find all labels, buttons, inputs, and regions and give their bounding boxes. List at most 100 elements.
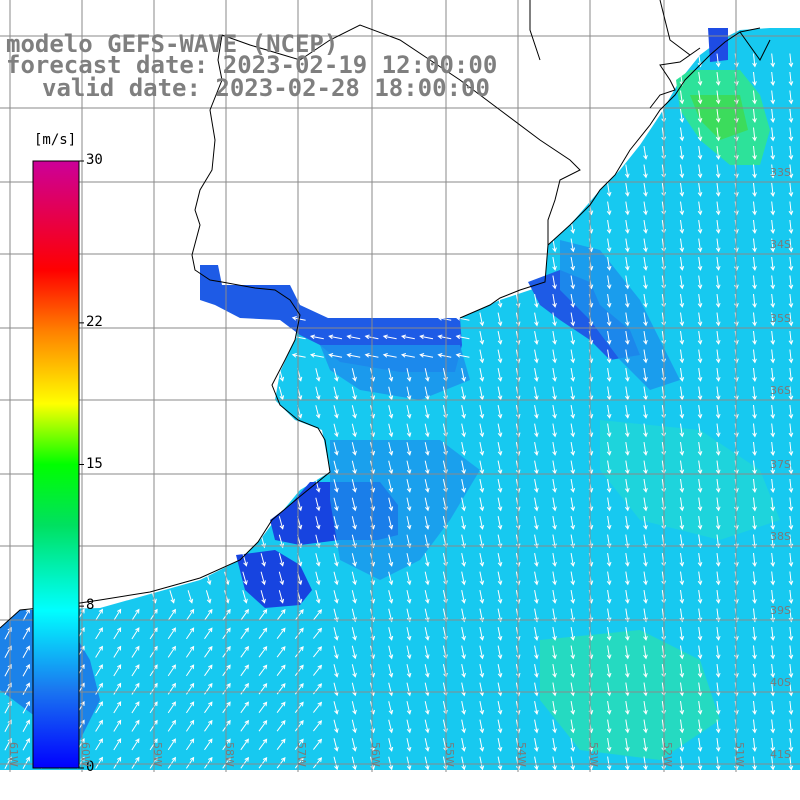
wind-arrow (570, 756, 576, 771)
wind-arrow (770, 367, 776, 383)
wind-arrow (552, 719, 557, 734)
wind-arrow (752, 275, 757, 290)
wind-arrow (625, 608, 630, 623)
wind-arrow (309, 334, 324, 340)
wind-arrow (461, 738, 466, 752)
wind-arrow (715, 738, 721, 752)
wind-arrow (697, 220, 703, 234)
wind-arrow (788, 90, 794, 105)
wind-arrow (333, 386, 339, 401)
wind-arrow (643, 164, 648, 179)
wind-arrow (479, 479, 485, 493)
wind-arrow (770, 589, 776, 605)
wind-arrow (351, 756, 357, 771)
wind-arrow (715, 275, 721, 290)
wind-arrow (752, 626, 757, 642)
wind-arrow (351, 590, 357, 604)
wind-arrow (715, 423, 721, 438)
wind-arrow (715, 164, 721, 179)
wind-arrow (185, 645, 195, 658)
wind-arrow (625, 553, 630, 567)
wind-arrow (625, 627, 630, 641)
wind-arrow (400, 353, 415, 358)
latitude-label: 39S (770, 604, 791, 617)
wind-arrow (643, 349, 648, 364)
wind-arrow (643, 423, 648, 438)
wind-arrow (388, 571, 394, 586)
wind-arrow (461, 756, 466, 771)
wind-arrow (313, 627, 323, 639)
wind-arrow (333, 756, 339, 771)
wind-arrow (95, 756, 103, 769)
wind-arrow (679, 312, 685, 327)
wind-arrow (351, 608, 357, 623)
wind-arrow (697, 608, 703, 623)
wind-arrow (752, 182, 757, 198)
wind-arrow (185, 608, 195, 621)
longitude-label: 57W (295, 742, 308, 767)
wind-arrow (424, 479, 430, 493)
wind-arrow (679, 127, 685, 142)
wind-arrow (313, 609, 323, 621)
wind-arrow (388, 479, 394, 493)
wind-arrow (788, 663, 794, 679)
wind-arrow (333, 682, 339, 697)
wind-arrow (788, 108, 794, 124)
latitude-label: 40S (770, 676, 791, 689)
wind-arrow (570, 682, 576, 697)
wind-arrow (479, 645, 485, 660)
wind-arrow (167, 608, 176, 621)
wind-arrow (752, 478, 757, 494)
wind-arrow (167, 645, 176, 658)
wind-arrow (95, 738, 103, 751)
wind-arrow (497, 423, 503, 438)
wind-arrow (406, 386, 412, 401)
wind-arrow (351, 423, 357, 438)
wind-arrow (606, 312, 612, 327)
wind-arrow (570, 516, 576, 530)
longitude-label: 55W (443, 742, 456, 767)
wind-arrow (606, 201, 612, 216)
wind-arrow (752, 71, 757, 87)
wind-arrow (788, 164, 794, 179)
wind-arrow (715, 294, 721, 308)
wind-arrow (752, 589, 757, 605)
wind-arrow (455, 334, 470, 340)
wind-arrow (788, 275, 794, 290)
wind-arrow (113, 756, 122, 769)
wind-arrow (679, 201, 685, 216)
wind-arrow (715, 90, 721, 105)
wind-arrow (770, 349, 776, 364)
wind-arrow (534, 497, 539, 512)
wind-arrow (643, 220, 648, 234)
wind-arrow (278, 386, 285, 401)
wind-arrow (424, 368, 430, 382)
wind-arrow (406, 590, 412, 604)
wind-arrow (788, 441, 794, 457)
mid-wind-band (320, 345, 470, 400)
wind-arrow (552, 368, 557, 382)
wind-arrow (258, 608, 268, 621)
wind-arrow (424, 442, 430, 456)
wind-arrow (461, 516, 466, 530)
wind-arrow (570, 349, 576, 364)
wind-arrow (534, 294, 539, 308)
wind-arrow (570, 664, 576, 678)
wind-arrow (715, 516, 721, 530)
wind-arrow (643, 405, 648, 419)
wind-arrow (606, 275, 612, 290)
wind-arrow (479, 590, 485, 604)
wind-arrow (333, 516, 339, 530)
wind-arrow (715, 479, 721, 493)
wind-arrow (461, 405, 466, 419)
wind-arrow (240, 608, 250, 621)
wind-arrow (185, 701, 195, 714)
wind-arrow (606, 553, 612, 567)
wind-arrow (606, 386, 612, 401)
wind-arrow (697, 72, 703, 86)
wind-arrow (497, 442, 503, 456)
wind-arrow (479, 368, 485, 382)
wind-arrow (534, 645, 539, 660)
longitude-label: 51W (733, 742, 746, 767)
northeast-high-wind-core (690, 95, 748, 140)
